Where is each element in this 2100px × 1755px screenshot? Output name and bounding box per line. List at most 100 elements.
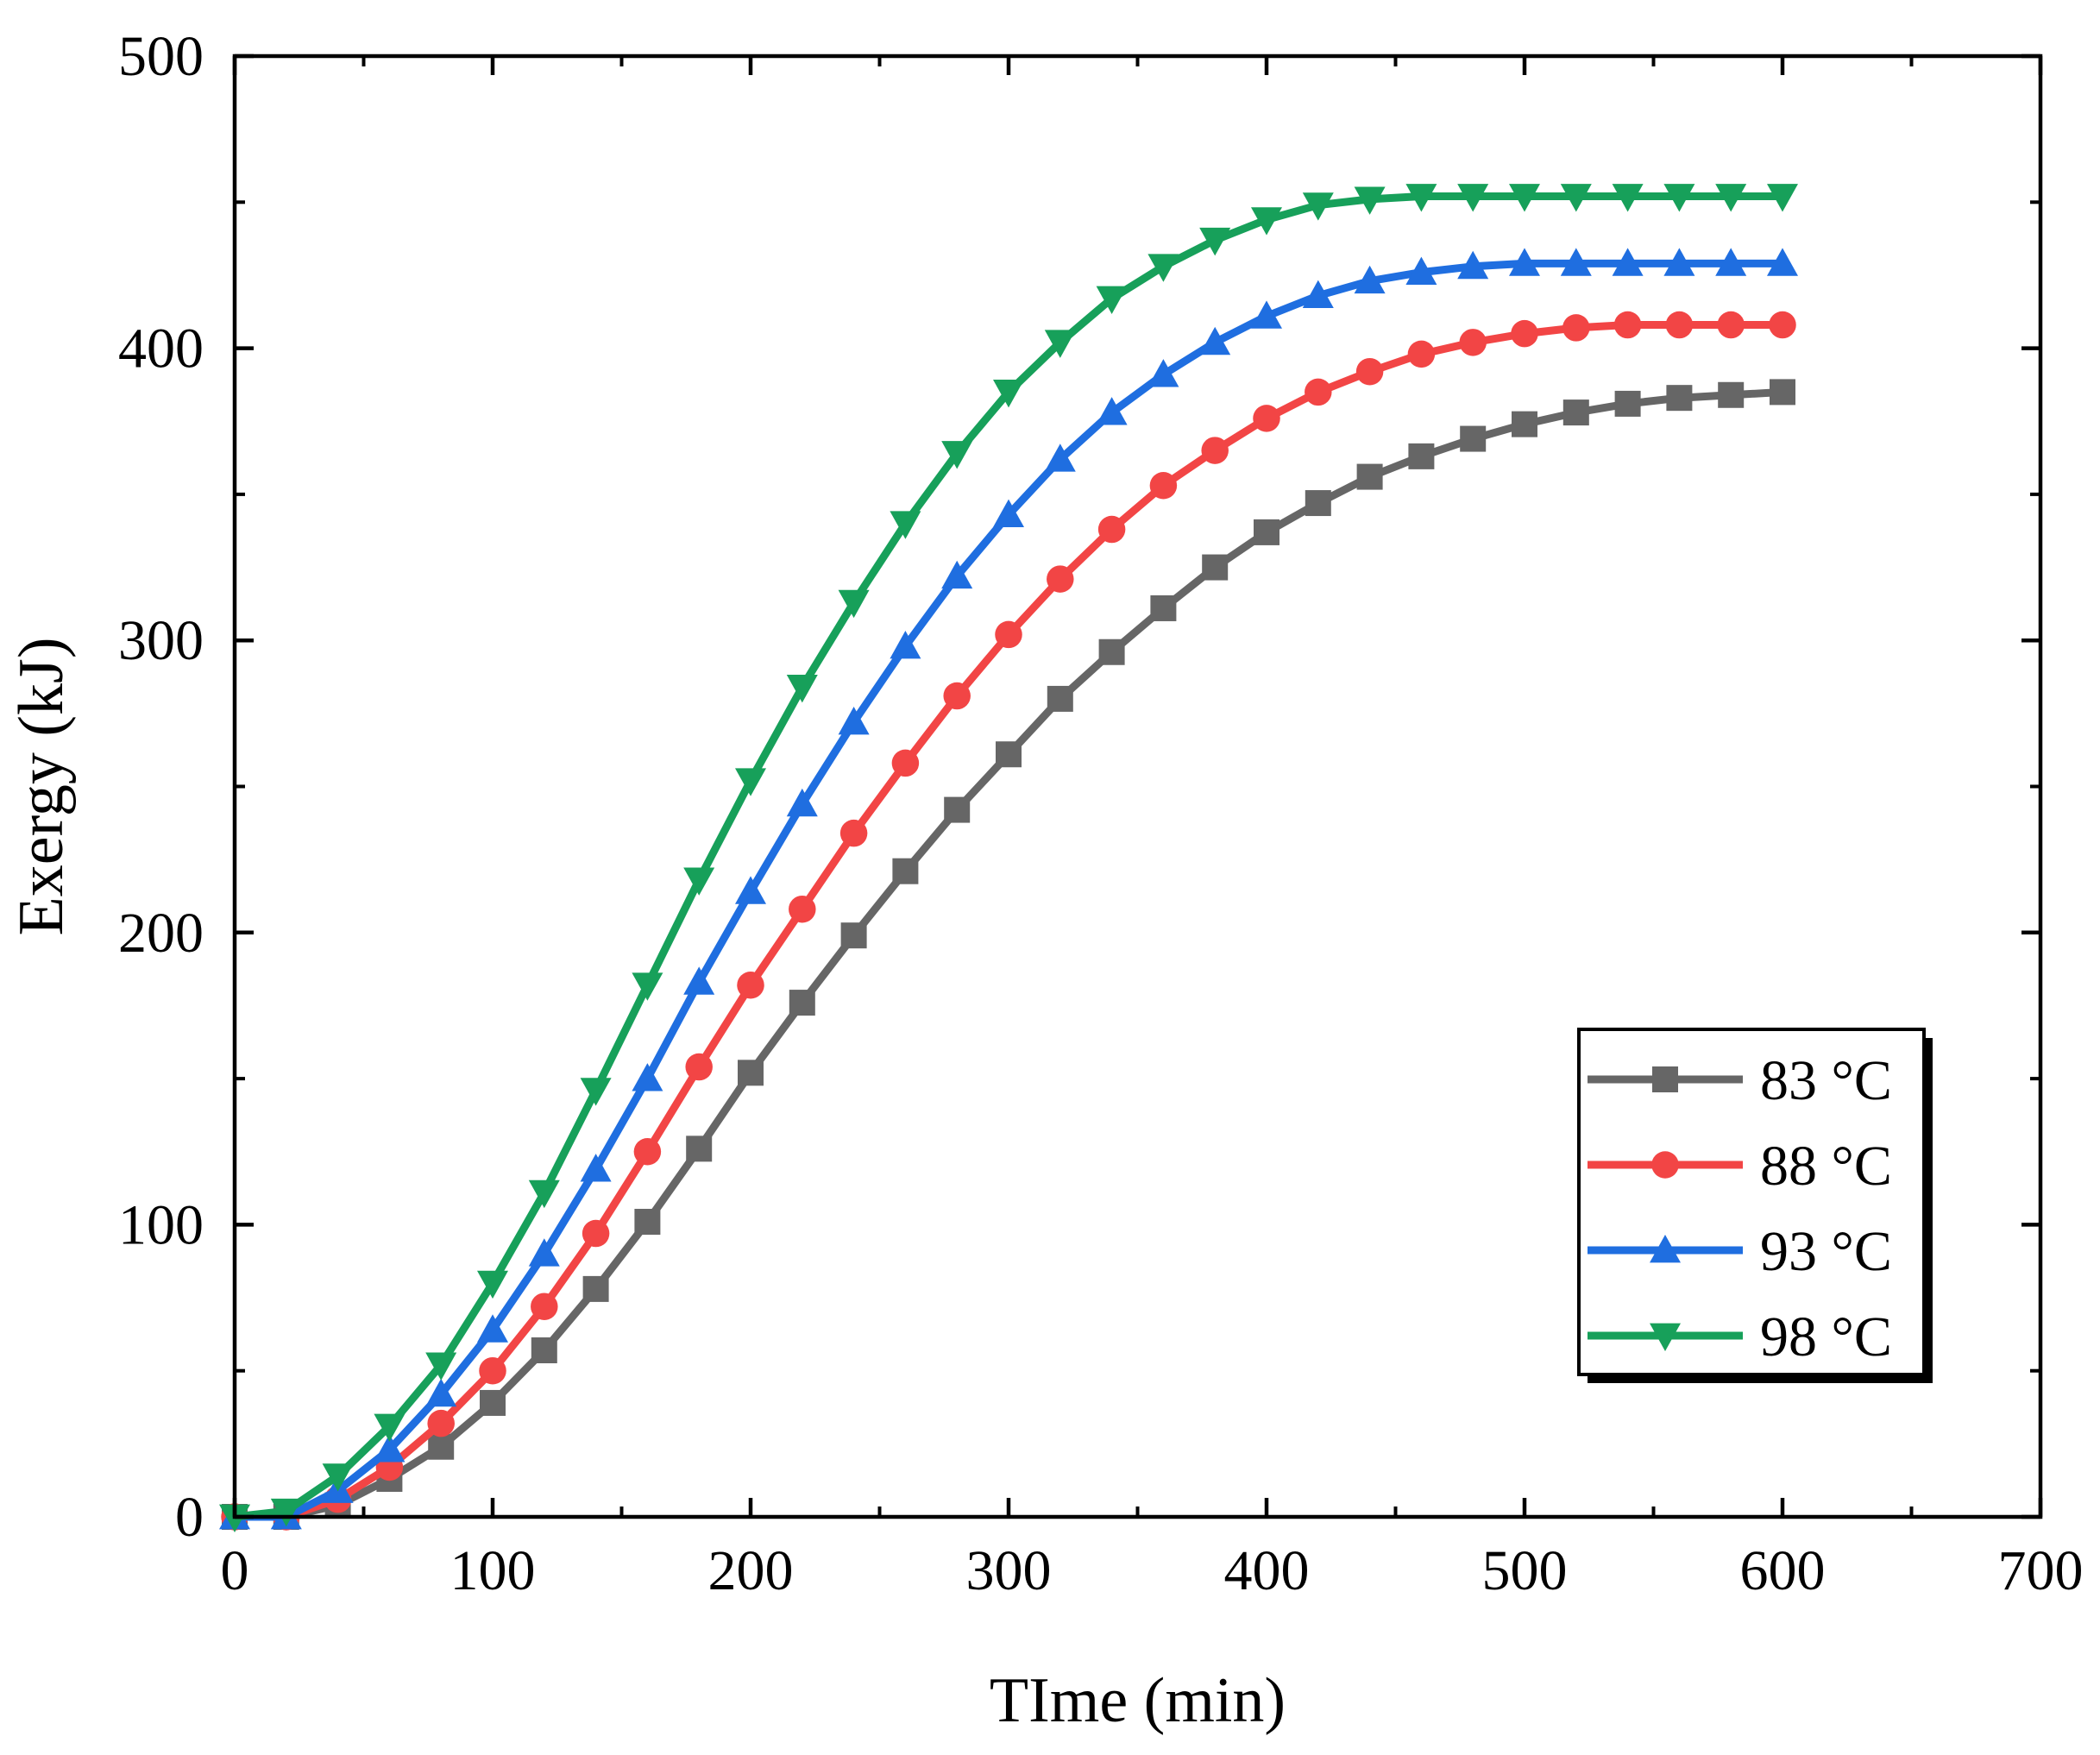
data-point (789, 990, 815, 1016)
data-point (1251, 207, 1282, 236)
x-tick-label: 100 (450, 1539, 536, 1602)
x-tick-label: 300 (966, 1539, 1052, 1602)
data-point (993, 379, 1024, 408)
data-point (428, 1433, 455, 1460)
data-point (1509, 248, 1540, 276)
data-point (1717, 311, 1745, 339)
data-point (1253, 405, 1280, 432)
data-point (735, 768, 766, 796)
data-point (1354, 186, 1386, 215)
data-point (632, 1063, 663, 1091)
data-point (1147, 254, 1179, 282)
data-point (943, 682, 971, 710)
legend-label: 98 °C (1760, 1305, 1892, 1368)
y-tick-label: 100 (118, 1193, 204, 1256)
data-point (683, 966, 715, 995)
data-point (1254, 519, 1279, 545)
data-point (1149, 471, 1178, 500)
y-tick-label: 0 (175, 1486, 204, 1549)
data-point (1302, 280, 1334, 309)
data-point (789, 895, 816, 923)
y-tick-label: 400 (118, 318, 204, 381)
data-point (582, 1275, 609, 1302)
data-point (686, 1135, 713, 1162)
data-point (1512, 411, 1537, 437)
data-point (941, 560, 973, 589)
data-point (1459, 329, 1487, 356)
data-point (1305, 378, 1332, 406)
legend-marker (1650, 1235, 1681, 1263)
data-point (1663, 184, 1695, 212)
data-point (1150, 594, 1177, 621)
series-4 (219, 184, 1798, 1532)
data-point (632, 972, 663, 1001)
data-point (1251, 300, 1282, 329)
data-point (996, 741, 1022, 768)
data-point (1047, 685, 1073, 712)
x-tick-label: 400 (1224, 1539, 1310, 1602)
data-point (580, 1154, 612, 1182)
legend-entry: 98 °C (1588, 1305, 1892, 1368)
data-point (1663, 248, 1695, 276)
data-point (1562, 314, 1590, 342)
data-point (531, 1293, 558, 1320)
data-point (1560, 184, 1592, 212)
series-group (219, 184, 1798, 1532)
data-point (1562, 399, 1589, 426)
data-point (1354, 265, 1386, 294)
data-point (1096, 286, 1128, 315)
data-point (480, 1389, 506, 1416)
data-point (1767, 248, 1798, 276)
x-tick-label: 0 (221, 1539, 249, 1602)
data-point (427, 1409, 455, 1437)
legend-entry: 83 °C (1588, 1049, 1892, 1112)
data-point (1407, 340, 1436, 368)
data-point (531, 1337, 557, 1363)
data-point (633, 1138, 662, 1166)
data-point (1612, 248, 1644, 276)
data-point (1612, 184, 1644, 212)
data-point (1560, 248, 1592, 276)
data-point (528, 1238, 560, 1267)
legend-label: 88 °C (1760, 1135, 1892, 1198)
data-point (1199, 326, 1231, 355)
data-point (1613, 311, 1642, 339)
data-point (374, 1434, 406, 1462)
data-point (738, 1060, 764, 1086)
data-point (1405, 256, 1437, 285)
data-point (582, 1219, 610, 1248)
data-point (737, 971, 764, 999)
legend-entry: 88 °C (1588, 1135, 1892, 1198)
data-point (1405, 184, 1437, 212)
data-point (1770, 379, 1795, 406)
data-point (892, 858, 919, 884)
data-point (1096, 397, 1128, 425)
data-point (1355, 357, 1384, 386)
data-point (735, 876, 766, 904)
data-point (425, 1378, 457, 1407)
data-point (1202, 554, 1229, 581)
legend-marker (1652, 1066, 1678, 1092)
series-2 (221, 311, 1796, 1531)
data-point (1097, 515, 1126, 544)
data-point (685, 1053, 713, 1081)
data-point (1769, 311, 1796, 339)
x-tick-label: 200 (708, 1539, 794, 1602)
data-point (944, 796, 971, 823)
data-point (1201, 437, 1229, 464)
data-point (786, 788, 818, 817)
data-point (477, 1314, 508, 1343)
data-point (1666, 385, 1693, 412)
legend: 83 °C 88 °C 93 °C 98 °C (1577, 1028, 1933, 1383)
data-point (891, 749, 920, 777)
x-tick-label: 600 (1740, 1539, 1826, 1602)
data-point (1044, 443, 1076, 472)
data-point (1356, 463, 1383, 490)
data-point (1305, 490, 1331, 517)
legend-label: 83 °C (1760, 1049, 1892, 1112)
data-point (1199, 227, 1231, 256)
data-point (580, 1078, 612, 1106)
y-tick-label: 500 (118, 25, 204, 88)
legend-label: 93 °C (1760, 1220, 1892, 1283)
